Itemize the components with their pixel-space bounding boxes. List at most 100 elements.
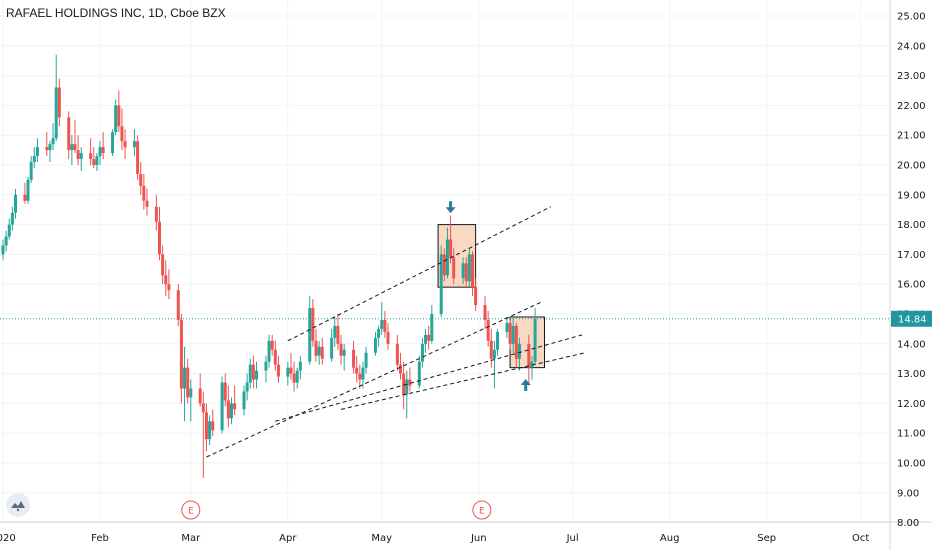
y-tick-label: 10.00 xyxy=(897,459,926,470)
candle-up xyxy=(511,325,515,344)
candle-up xyxy=(98,147,102,157)
candle-down xyxy=(145,200,149,207)
y-tick-label: 19.00 xyxy=(897,190,926,201)
candle-down xyxy=(142,185,146,201)
candle-up xyxy=(364,352,368,368)
candle-down xyxy=(101,147,105,154)
candle-down xyxy=(408,379,412,386)
candle-up xyxy=(445,239,449,276)
candle-up xyxy=(4,236,8,246)
candle-down xyxy=(251,364,255,380)
candle-down xyxy=(154,206,158,222)
candle-up xyxy=(48,144,52,151)
candle-up xyxy=(496,331,500,350)
candle-down xyxy=(198,388,202,404)
candle-up xyxy=(189,388,193,398)
candle-up xyxy=(208,421,212,440)
candle-up xyxy=(1,245,5,255)
candle-down xyxy=(471,254,474,288)
x-tick-label: Apr xyxy=(279,533,297,544)
candle-down xyxy=(352,349,356,368)
candle-up xyxy=(333,325,337,338)
candle-down xyxy=(45,147,49,151)
candle-down xyxy=(314,340,318,356)
candle-up xyxy=(439,254,443,314)
candle-down xyxy=(223,382,227,401)
candle-down xyxy=(464,263,468,282)
candle-down xyxy=(123,141,127,148)
candle-up xyxy=(308,308,312,362)
candle-down xyxy=(339,343,343,356)
candle-up xyxy=(295,370,299,383)
candle-up xyxy=(132,141,136,148)
candle-down xyxy=(383,319,387,332)
candle-down xyxy=(176,290,180,320)
x-tick-label: Oct xyxy=(852,533,869,544)
candle-down xyxy=(427,334,431,341)
candle-down xyxy=(395,343,399,365)
candle-up xyxy=(373,337,377,353)
candle-up xyxy=(467,254,471,282)
candle-up xyxy=(70,144,74,151)
trendline xyxy=(340,352,586,410)
trendline xyxy=(206,301,542,458)
y-tick-label: 9.00 xyxy=(897,488,919,499)
candle-down xyxy=(89,153,93,160)
candle-up xyxy=(424,334,428,344)
candle-up xyxy=(7,224,11,237)
candle-up xyxy=(533,318,537,362)
candle-down xyxy=(270,340,274,350)
candle-up xyxy=(183,367,187,389)
candle-down xyxy=(201,403,205,413)
candle-up xyxy=(79,153,83,160)
candle-down xyxy=(76,150,80,160)
y-tick-label: 18.00 xyxy=(897,220,926,231)
candle-down xyxy=(320,346,324,359)
candle-down xyxy=(508,322,512,344)
candle-up xyxy=(255,370,259,380)
y-tick-label: 8.00 xyxy=(897,518,919,529)
candle-up xyxy=(420,343,424,362)
candle-down xyxy=(449,239,453,258)
candle-up xyxy=(14,194,18,213)
candle-down xyxy=(311,308,315,341)
arrow-up-icon xyxy=(520,379,531,392)
candle-down xyxy=(73,144,77,151)
candle-down xyxy=(486,319,490,341)
last-price-tag xyxy=(891,310,932,327)
candle-up xyxy=(492,349,496,359)
earnings-marker-label: E xyxy=(479,507,485,517)
candle-up xyxy=(267,340,271,362)
candle-up xyxy=(111,132,115,154)
x-tick-label: Jul xyxy=(566,533,579,544)
x-tick-label: Feb xyxy=(91,533,109,544)
y-tick-label: 22.00 xyxy=(897,101,926,112)
earnings-marker-label: E xyxy=(188,507,194,517)
y-tick-label: 13.00 xyxy=(897,369,926,380)
candle-up xyxy=(377,328,381,338)
candle-up xyxy=(417,361,421,386)
candle-down xyxy=(211,421,215,431)
candle-up xyxy=(242,391,246,410)
candle-down xyxy=(474,287,478,306)
candle-up xyxy=(32,156,36,163)
candle-down xyxy=(358,373,362,380)
chart-title: RAFAEL HOLDINGS INC, 1D, Cboe BZX xyxy=(6,6,226,20)
candle-down xyxy=(386,331,390,344)
candle-down xyxy=(399,364,403,374)
x-tick-label: 2020 xyxy=(0,533,16,544)
y-tick-label: 17.00 xyxy=(897,250,926,261)
candle-up xyxy=(361,367,365,380)
candle-down xyxy=(57,87,61,118)
candle-down xyxy=(226,400,230,419)
candle-down xyxy=(233,403,237,410)
y-tick-label: 12.00 xyxy=(897,399,926,410)
y-tick-label: 16.00 xyxy=(897,280,926,291)
candle-down xyxy=(120,126,124,142)
candle-up xyxy=(342,349,346,356)
candle-down xyxy=(527,343,531,368)
candle-up xyxy=(248,364,252,383)
x-tick-label: Mar xyxy=(181,533,201,544)
x-tick-label: Jun xyxy=(470,533,487,544)
